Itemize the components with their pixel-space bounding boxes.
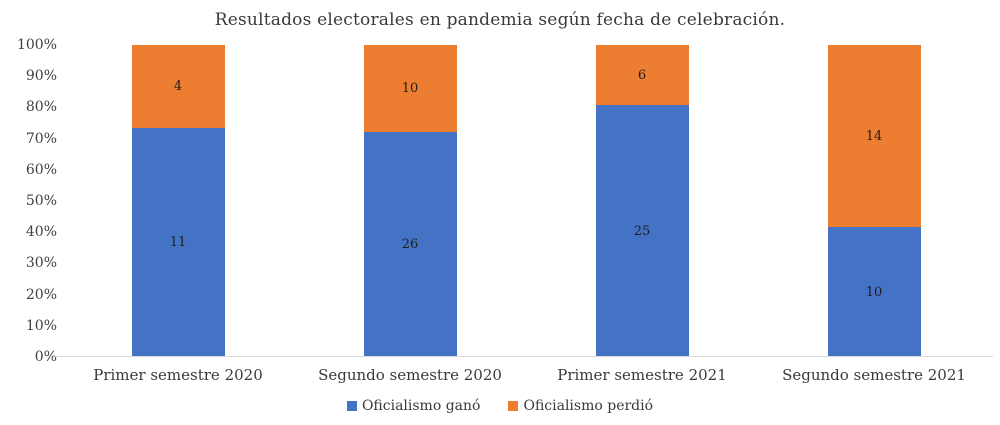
bar-segment: 25 — [595, 105, 689, 357]
x-axis-label: Segundo semestre 2021 — [782, 366, 966, 384]
plot-area: 4 11 10 26 6 25 14 10 — [62, 45, 990, 357]
legend-label: Oficialismo ganó — [361, 398, 481, 414]
y-tick-label: 0% — [34, 349, 57, 365]
y-tick-label: 80% — [25, 99, 57, 116]
x-axis-line — [55, 356, 993, 357]
legend-swatch-icon — [508, 401, 519, 411]
data-label: 10 — [865, 284, 883, 300]
stacked-bar: 4 11 — [131, 45, 225, 357]
y-tick-label: 40% — [25, 224, 57, 241]
y-tick-label: 90% — [25, 68, 57, 85]
y-tick-label: 50% — [25, 193, 57, 209]
bar-segment: 14 — [827, 45, 921, 227]
stacked-bar: 10 26 — [363, 45, 457, 357]
bar-segment: 10 — [363, 45, 457, 132]
legend-swatch-icon — [346, 401, 357, 411]
y-tick-label: 20% — [25, 286, 57, 303]
legend-item: Oficialismo ganó — [346, 398, 481, 414]
bar-slot: 4 11 — [62, 45, 294, 357]
stacked-bar: 6 25 — [595, 45, 689, 357]
data-label: 25 — [633, 223, 651, 239]
bar-segment: 6 — [595, 45, 689, 106]
x-axis-labels: Primer semestre 2020 Segundo semestre 202… — [62, 366, 990, 384]
data-label: 6 — [637, 67, 647, 83]
y-tick-label: 60% — [25, 161, 57, 178]
y-tick-label: 30% — [25, 255, 57, 272]
data-label: 10 — [401, 80, 419, 96]
bar-segment: 26 — [363, 131, 457, 357]
bar-slot: 6 25 — [526, 45, 758, 357]
x-axis-label: Segundo semestre 2020 — [318, 366, 502, 384]
bar-segment: 4 — [131, 45, 225, 129]
data-label: 11 — [169, 235, 187, 251]
y-tick-label: 70% — [25, 130, 57, 147]
legend-label: Oficialismo perdió — [523, 398, 654, 414]
y-axis: 0% 10% 20% 30% 40% 50% 60% 70% 80% 90% 100% — [0, 37, 57, 365]
data-label: 26 — [401, 236, 419, 252]
data-label: 14 — [865, 128, 883, 144]
y-tick-label: 100% — [16, 37, 57, 53]
bar-slot: 14 10 — [758, 45, 990, 357]
bar-segment: 10 — [827, 227, 921, 357]
stacked-bar: 14 10 — [827, 45, 921, 357]
bar-slot: 10 26 — [294, 45, 526, 357]
legend: Oficialismo ganó Oficialismo perdió — [0, 398, 1000, 414]
x-axis-label: Primer semestre 2020 — [93, 366, 263, 384]
data-label: 4 — [173, 79, 183, 95]
x-axis-label: Primer semestre 2021 — [557, 366, 727, 384]
legend-item: Oficialismo perdió — [508, 398, 653, 414]
bar-segment: 11 — [131, 128, 225, 357]
chart-title: Resultados electorales en pandemia según… — [214, 10, 786, 30]
y-tick-label: 10% — [25, 317, 57, 334]
